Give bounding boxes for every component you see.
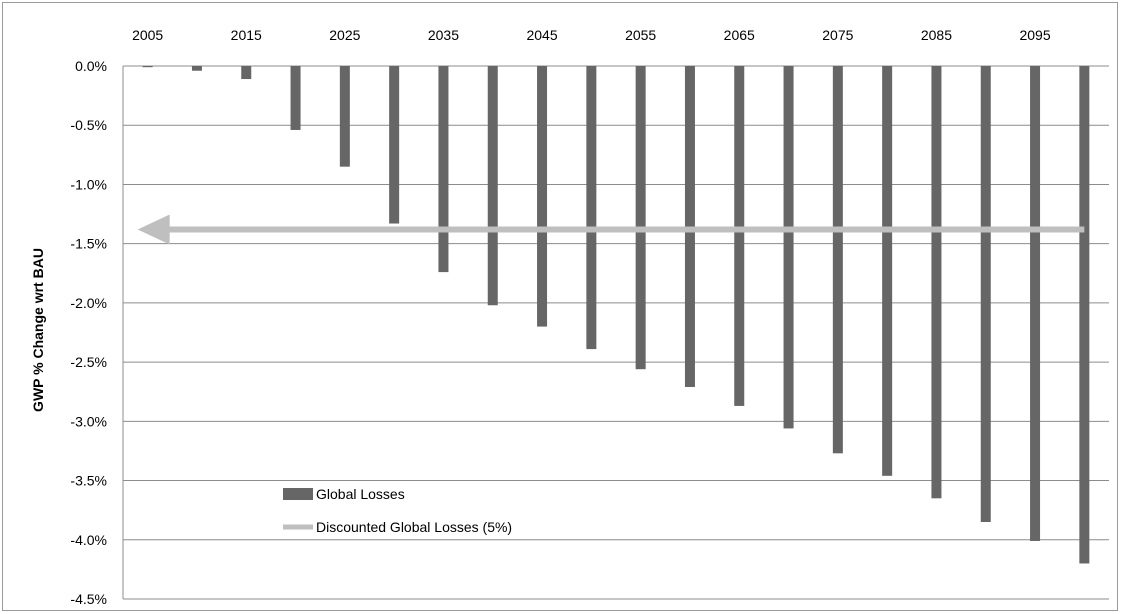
x-tick-label: 2065 — [724, 27, 755, 43]
discounted-losses-line — [137, 214, 1085, 245]
y-tick-label: -0.5% — [70, 117, 107, 133]
y-tick-label: -4.0% — [70, 532, 107, 548]
bar-global-losses — [635, 66, 646, 370]
bar-global-losses — [783, 66, 794, 429]
x-tick-label: 2035 — [428, 27, 459, 43]
x-tick-label: 2025 — [329, 27, 360, 43]
y-axis-label: GWP % Change wrt BAU — [30, 248, 46, 412]
bar-global-losses — [191, 66, 202, 71]
y-tick-label: -2.5% — [70, 354, 107, 370]
bar-global-losses — [586, 66, 597, 350]
x-tick-label: 2055 — [625, 27, 656, 43]
bar-global-losses — [980, 66, 991, 523]
bar-global-losses — [339, 66, 350, 167]
bar-global-losses — [290, 66, 301, 130]
legend-swatch-global-losses — [283, 488, 313, 500]
x-tick-label: 2005 — [132, 27, 163, 43]
y-tick-label: -4.5% — [70, 591, 107, 607]
bar-global-losses — [1079, 66, 1090, 564]
y-tick-label: -3.5% — [70, 473, 107, 489]
legend: Global Losses Discounted Global Losses (… — [283, 486, 512, 535]
y-tick-labels: 0.0% -0.5% -1.0% -1.5% -2.0% -2.5% -3.0% -3.5% -… — [70, 58, 107, 607]
bar-global-losses — [438, 66, 449, 273]
y-tick-label: -3.0% — [70, 413, 107, 429]
legend-label-global-losses: Global Losses — [316, 486, 405, 502]
x-tick-labels: 2005 2015 2025 2035 2045 2055 2065 2075 2085 2095 — [132, 27, 1051, 43]
bar-global-losses — [537, 66, 548, 327]
discounted-losses-arrowhead — [137, 214, 170, 245]
x-tick-label: 2095 — [1019, 27, 1050, 43]
bar-global-losses — [931, 66, 942, 499]
bars-global-losses — [142, 66, 1090, 564]
bar-global-losses — [832, 66, 843, 454]
x-tick-label: 2045 — [526, 27, 557, 43]
bar-global-losses — [389, 66, 400, 224]
bar-global-losses — [882, 66, 893, 476]
bar-global-losses — [487, 66, 498, 306]
y-tick-label: 0.0% — [75, 58, 107, 74]
x-tick-label: 2075 — [822, 27, 853, 43]
x-tick-label: 2015 — [231, 27, 262, 43]
bar-global-losses — [241, 66, 252, 80]
legend-label-discounted: Discounted Global Losses (5%) — [316, 519, 512, 535]
y-tick-label: -1.5% — [70, 236, 107, 252]
x-tick-label: 2085 — [921, 27, 952, 43]
bar-global-losses — [1030, 66, 1041, 541]
bar-global-losses — [142, 66, 153, 68]
gridlines — [122, 65, 1109, 600]
y-tick-label: -2.0% — [70, 295, 107, 311]
bar-global-losses — [734, 66, 745, 406]
y-tick-label: -1.0% — [70, 176, 107, 192]
